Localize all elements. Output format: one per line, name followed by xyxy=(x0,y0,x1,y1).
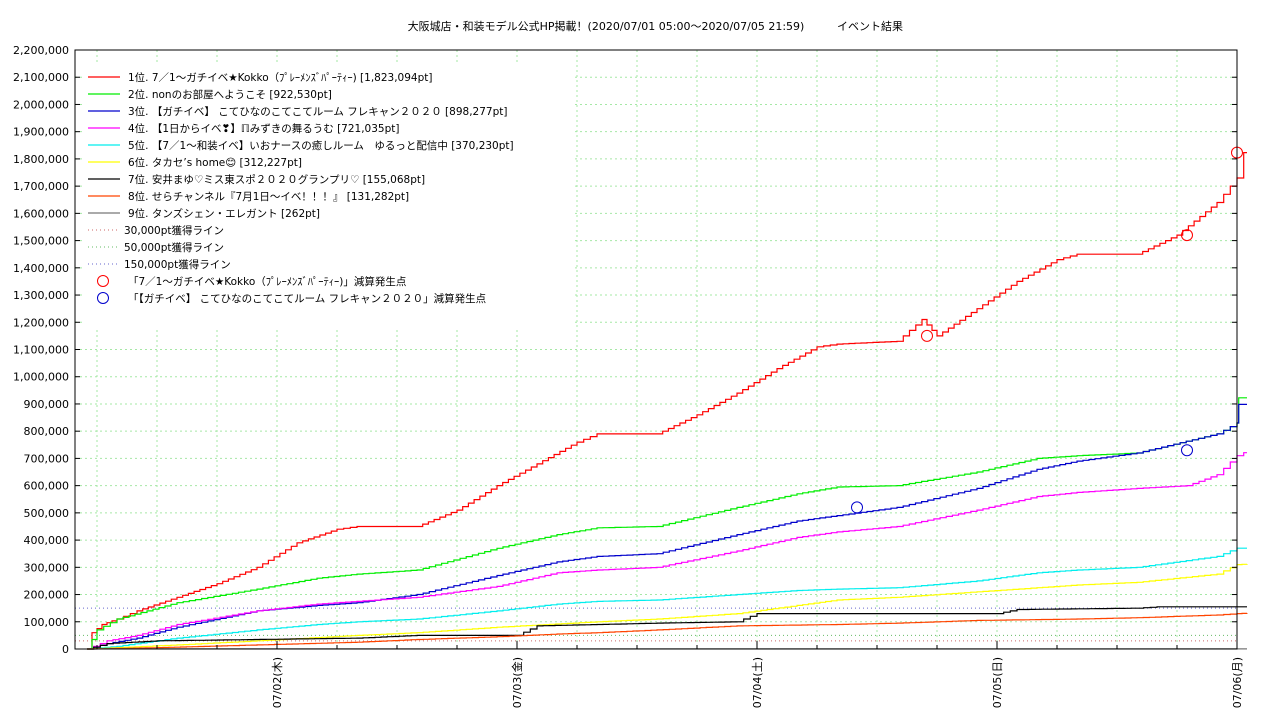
legend-label: 50,000pt獲得ライン xyxy=(124,241,224,254)
legend-label: 150,000pt獲得ライン xyxy=(124,258,231,271)
reference-lines xyxy=(75,607,1237,642)
y-tick-label: 500,000 xyxy=(24,507,70,520)
legend-label: 6位. タカセ’s home😊 [312,227pt] xyxy=(128,156,302,169)
legend-marker-symbol xyxy=(97,275,109,287)
reduction-markers xyxy=(851,146,1243,514)
y-tick-label: 1,400,000 xyxy=(13,262,69,275)
series-line xyxy=(87,152,1247,650)
legend-label: 30,000pt獲得ライン xyxy=(124,224,224,237)
reduction-marker xyxy=(921,329,933,342)
y-tick-label: 1,000,000 xyxy=(13,371,69,384)
legend-label: 「7／1〜ガチイベ★Kokko（ﾌﾟﾚｰﾒﾝｽﾞﾊﾟｰﾃｨｰ)」減算発生点 xyxy=(128,275,406,288)
y-tick-label: 1,300,000 xyxy=(13,289,69,302)
y-tick-label: 2,100,000 xyxy=(13,71,69,84)
x-tick-label: 07/04(土) xyxy=(751,657,764,708)
series-line xyxy=(87,563,1248,650)
y-tick-label: 1,900,000 xyxy=(13,126,69,139)
legend-label: 8位. せらチャンネル『7月1日〜イベ！！！』 [131,282pt] xyxy=(128,190,409,203)
y-tick-label: 1,500,000 xyxy=(13,235,69,248)
legend-label: 7位. 安井まゆ♡ミス東スポ２０２０グランプリ♡ [155,068pt] xyxy=(128,173,425,186)
y-axis: 0 100,000 200,000 300,000 400,000 500,000 600,… xyxy=(13,44,1237,656)
y-tick-label: 900,000 xyxy=(24,398,70,411)
y-tick-label: 1,800,000 xyxy=(13,153,69,166)
y-tick-label: 2,000,000 xyxy=(13,98,69,111)
series-line xyxy=(87,606,1247,650)
y-tick-label: 200,000 xyxy=(24,589,70,602)
y-tick-label: 1,200,000 xyxy=(13,316,69,329)
series-line xyxy=(87,403,1247,650)
y-tick-label: 100,000 xyxy=(24,616,70,629)
reduction-marker xyxy=(851,501,863,514)
x-tick-label: 07/03(金) xyxy=(510,657,524,708)
series-line xyxy=(87,397,1247,650)
y-tick-label: 600,000 xyxy=(24,480,70,493)
legend-label: 4位. 【1日からイベ❣】ℿみずきの舞るうむ [721,035pt] xyxy=(128,122,399,135)
reduction-marker xyxy=(1181,444,1193,457)
legend-label: 5位. 【7／1〜和装イベ】いおナースの癒しルーム ゆるっと配信中 [370,2… xyxy=(128,139,514,152)
y-tick-label: 300,000 xyxy=(24,561,70,574)
legend-marker-symbol xyxy=(97,292,109,304)
legend-label: 2位. nonのお部屋へようこそ [922,530pt] xyxy=(128,88,332,101)
x-tick-label: 07/06(月) xyxy=(1231,657,1244,708)
legend-label: 3位. 【ガチイベ】 こてひなのこてこてルーム フレキャン２０２０ [898,2… xyxy=(128,105,507,118)
legend-label: 1位. 7／1〜ガチイベ★Kokko（ﾌﾟﾚｰﾒﾝｽﾞﾊﾟｰﾃｨｰ) [1,82… xyxy=(128,71,432,84)
x-tick-label: 07/02(木) xyxy=(271,657,284,708)
y-tick-label: 800,000 xyxy=(24,425,70,438)
y-tick-label: 0 xyxy=(62,643,69,656)
series-line xyxy=(87,452,1247,650)
series-line xyxy=(87,547,1247,650)
legend: 1位. 7／1〜ガチイベ★Kokko（ﾌﾟﾚｰﾒﾝｽﾞﾊﾟｰﾃｨｰ) [1,82… xyxy=(82,63,574,327)
reduction-marker xyxy=(1181,229,1193,242)
series-line xyxy=(87,612,1248,650)
x-axis: 07/02(木) 07/03(金) 07/04(土) 07/05(日) 07/06(月) xyxy=(96,641,1244,708)
y-tick-label: 2,200,000 xyxy=(13,44,69,57)
legend-label: 9位. タンズシェン・エレガント [262pt] xyxy=(128,207,320,220)
y-tick-label: 1,100,000 xyxy=(13,344,69,357)
y-tick-label: 700,000 xyxy=(24,452,70,465)
chart-subtitle: イベント結果 xyxy=(837,19,903,33)
y-tick-label: 1,600,000 xyxy=(13,207,69,220)
y-tick-label: 400,000 xyxy=(24,534,70,547)
legend-label: 「【ガチイベ】 こてひなのこてこてルーム フレキャン２０２０」減算発生点 xyxy=(128,292,486,305)
y-tick-label: 1,700,000 xyxy=(13,180,69,193)
legend-box xyxy=(82,63,574,327)
x-tick-label: 07/05(日) xyxy=(991,657,1004,708)
chart-title: 大阪城店・和装モデル公式HP掲載！(2020/07/01 05:00〜2020/… xyxy=(408,19,805,33)
